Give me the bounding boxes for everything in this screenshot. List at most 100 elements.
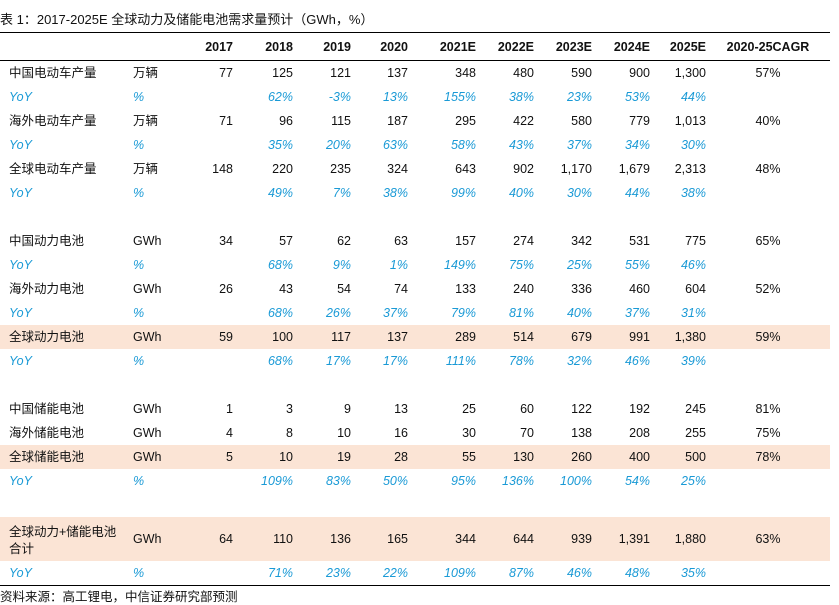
header-row: 2017 2018 2019 2020 2021E 2022E 2023E 20…: [0, 34, 830, 61]
row-unit: %: [133, 138, 145, 152]
value-cell: 99%: [450, 186, 476, 200]
value-cell: 58%: [450, 138, 476, 152]
row-label: YoY: [9, 258, 32, 272]
value-cell: 289: [408, 325, 476, 349]
value-cell: 23%: [566, 90, 592, 104]
value-cell: 187: [387, 114, 408, 128]
row-unit: 万辆: [133, 66, 159, 80]
value-cell: 1,170: [560, 162, 592, 176]
value-cell: 46%: [534, 561, 592, 586]
row-label: YoY: [9, 354, 32, 368]
row-unit: %: [133, 90, 145, 104]
value-cell: 20%: [325, 138, 351, 152]
row-unit: GWh: [128, 445, 188, 469]
value-cell: 149%: [444, 258, 476, 272]
value-cell: 235: [330, 162, 351, 176]
value-cell: 46%: [680, 258, 706, 272]
value-cell: 1,013: [674, 114, 706, 128]
cagr-cell: [706, 85, 830, 109]
value-cell: 137: [351, 325, 408, 349]
value-cell: 43%: [508, 138, 534, 152]
value-cell: [188, 349, 233, 373]
value-cell: 75%: [508, 258, 534, 272]
header-2019: 2019: [293, 34, 351, 61]
value-cell: 8: [286, 426, 293, 440]
value-cell: 775: [685, 234, 706, 248]
value-cell: 500: [650, 445, 706, 469]
header-unit: [128, 34, 188, 61]
cagr-cell: 57%: [755, 66, 781, 80]
value-cell: 125: [272, 66, 293, 80]
value-cell: 208: [629, 426, 650, 440]
value-cell: 68%: [267, 354, 293, 368]
value-cell: 81%: [508, 306, 534, 320]
table-body: 2017 2018 2019 2020 2021E 2022E 2023E 20…: [0, 34, 830, 586]
value-cell: 68%: [267, 258, 293, 272]
header-cagr: 2020-25CAGR: [706, 34, 830, 61]
value-cell: [188, 85, 233, 109]
value-cell: 40%: [566, 306, 592, 320]
value-cell: 136%: [502, 474, 534, 488]
table-row: 中国储能电池 GWh 1 3 9 13 25 60 122 192 245 81%: [0, 397, 830, 421]
row-unit: GWh: [128, 325, 188, 349]
value-cell: 70: [520, 426, 534, 440]
value-cell: 157: [455, 234, 476, 248]
value-cell: 100: [233, 325, 293, 349]
value-cell: 38%: [508, 90, 534, 104]
value-cell: 55: [408, 445, 476, 469]
value-cell: 133: [455, 282, 476, 296]
value-cell: [188, 253, 233, 277]
row-unit: 万辆: [133, 114, 159, 128]
value-cell: 342: [571, 234, 592, 248]
row-unit: GWh: [133, 282, 162, 296]
row-label: YoY: [9, 186, 32, 200]
header-2023e: 2023E: [534, 34, 592, 61]
value-cell: 26: [219, 282, 233, 296]
table-row: 全球电动车产量 万辆 148 220 235 324 643 902 1,170 1,679 2,3…: [0, 157, 830, 181]
yoy-row: YoY% 35% 20% 63% 58% 43% 37% 34% 30%: [0, 133, 830, 157]
yoy-row: YoY% 49% 7% 38% 99% 40% 30% 44% 38%: [0, 181, 830, 205]
value-cell: 26%: [325, 306, 351, 320]
header-2022e: 2022E: [476, 34, 534, 61]
value-cell: 54%: [624, 474, 650, 488]
header-label: [0, 34, 128, 61]
value-cell: 192: [629, 402, 650, 416]
value-cell: 109%: [408, 561, 476, 586]
value-cell: 939: [534, 517, 592, 561]
value-cell: 1,679: [618, 162, 650, 176]
row-label: YoY: [9, 138, 32, 152]
spacer-cell: [0, 205, 830, 229]
value-cell: 35%: [267, 138, 293, 152]
value-cell: 643: [455, 162, 476, 176]
source-note: 资料来源：高工锂电，中信证券研究部预测: [0, 590, 238, 604]
value-cell: 4: [226, 426, 233, 440]
row-label: YoY: [9, 474, 32, 488]
value-cell: 62: [337, 234, 351, 248]
value-cell: -3%: [328, 90, 351, 104]
value-cell: 460: [629, 282, 650, 296]
value-cell: 155%: [444, 90, 476, 104]
value-cell: 74: [394, 282, 408, 296]
value-cell: 5: [188, 445, 233, 469]
value-cell: 35%: [650, 561, 706, 586]
value-cell: 2,313: [674, 162, 706, 176]
row-unit: GWh: [133, 234, 162, 248]
value-cell: 679: [534, 325, 592, 349]
value-cell: 30%: [566, 186, 592, 200]
value-cell: 900: [629, 66, 650, 80]
value-cell: [188, 133, 233, 157]
value-cell: [188, 469, 233, 493]
value-cell: 39%: [680, 354, 706, 368]
row-label: 全球储能电池: [0, 445, 128, 469]
value-cell: 44%: [680, 90, 706, 104]
value-cell: 136: [293, 517, 351, 561]
value-cell: 1: [226, 402, 233, 416]
value-cell: 1,880: [650, 517, 706, 561]
header-2025e: 2025E: [650, 34, 706, 61]
cagr-cell: [706, 301, 830, 325]
row-label-text: 全球动力+储能电池合计: [9, 525, 117, 556]
value-cell: 295: [455, 114, 476, 128]
value-cell: 137: [387, 66, 408, 80]
value-cell: 46%: [624, 354, 650, 368]
value-cell: 79%: [450, 306, 476, 320]
